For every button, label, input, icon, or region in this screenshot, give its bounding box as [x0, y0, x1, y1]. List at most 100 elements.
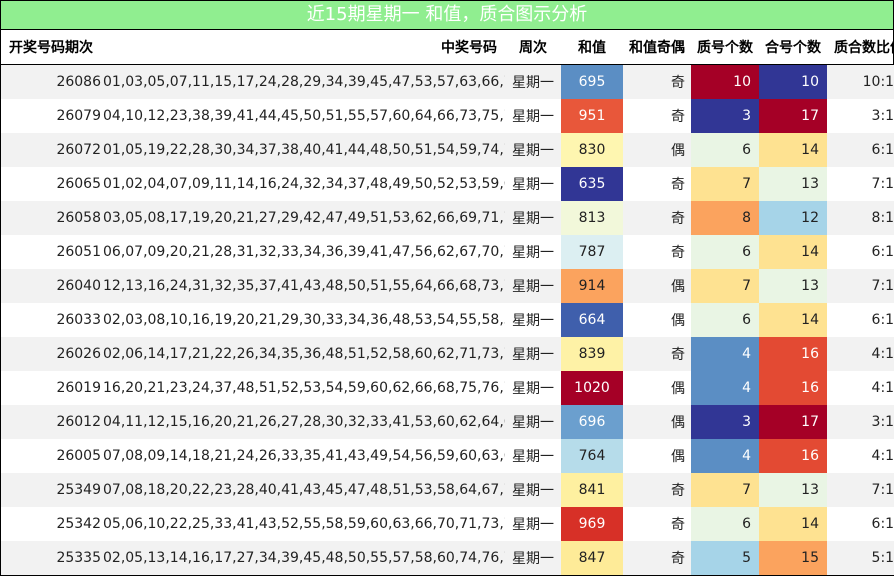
cell-period: 26072 [1, 133, 103, 167]
cell-ratio: 10:10 [827, 64, 894, 99]
cell-weekday: 星期一 [505, 167, 561, 201]
cell-prime-count: 3 [691, 99, 759, 133]
cell-weekday: 星期一 [505, 337, 561, 371]
cell-ratio: 6:14 [827, 507, 894, 541]
cell-weekday: 星期一 [505, 235, 561, 269]
cell-sum: 696 [561, 405, 623, 439]
table-row: 26026 02,06,14,17,21,22,26,34,35,36,48,51… [1, 337, 894, 371]
header-sum: 和值 [561, 30, 623, 65]
cell-sum-odd-even: 奇 [623, 541, 691, 575]
cell-sum-odd-even: 奇 [623, 99, 691, 133]
cell-prime-count: 7 [691, 269, 759, 303]
cell-weekday: 星期一 [505, 201, 561, 235]
cell-weekday: 星期一 [505, 133, 561, 167]
cell-ratio: 7:13 [827, 269, 894, 303]
cell-sum-odd-even: 偶 [623, 269, 691, 303]
header-numbers: 中奖号码 [103, 30, 505, 65]
cell-ratio: 8:12 [827, 201, 894, 235]
cell-composite-count: 14 [759, 235, 827, 269]
cell-ratio: 7:13 [827, 473, 894, 507]
cell-period: 26040 [1, 269, 103, 303]
table-row: 25335 02,05,13,14,16,17,27,34,39,45,48,50… [1, 541, 894, 575]
header-weekday: 周次 [505, 30, 561, 65]
cell-sum: 951 [561, 99, 623, 133]
table-row: 26033 02,03,08,10,16,19,20,21,29,30,33,34… [1, 303, 894, 337]
cell-weekday: 星期一 [505, 405, 561, 439]
cell-ratio: 7:13 [827, 167, 894, 201]
cell-composite-count: 13 [759, 473, 827, 507]
cell-prime-count: 4 [691, 439, 759, 473]
table-row: 26072 01,05,19,22,28,30,34,37,38,40,41,44… [1, 133, 894, 167]
cell-prime-count: 3 [691, 405, 759, 439]
cell-ratio: 4:16 [827, 439, 894, 473]
cell-sum-odd-even: 偶 [623, 405, 691, 439]
cell-sum-odd-even: 奇 [623, 235, 691, 269]
cell-ratio: 5:15 [827, 541, 894, 575]
cell-sum-odd-even: 偶 [623, 439, 691, 473]
cell-prime-count: 8 [691, 201, 759, 235]
cell-prime-count: 5 [691, 541, 759, 575]
cell-numbers: 04,11,12,15,16,20,21,26,27,28,30,32,33,4… [103, 405, 505, 439]
cell-weekday: 星期一 [505, 371, 561, 405]
cell-composite-count: 15 [759, 541, 827, 575]
cell-composite-count: 10 [759, 64, 827, 99]
cell-numbers: 07,08,18,20,22,23,28,40,41,43,45,47,48,5… [103, 473, 505, 507]
cell-sum-odd-even: 奇 [623, 167, 691, 201]
header-prime-count: 质号个数 [691, 30, 759, 65]
cell-numbers: 06,07,09,20,21,28,31,32,33,34,36,39,41,4… [103, 235, 505, 269]
cell-ratio: 6:14 [827, 133, 894, 167]
cell-composite-count: 13 [759, 167, 827, 201]
cell-ratio: 4:16 [827, 337, 894, 371]
cell-composite-count: 12 [759, 201, 827, 235]
cell-period: 26019 [1, 371, 103, 405]
cell-sum-odd-even: 偶 [623, 371, 691, 405]
cell-composite-count: 16 [759, 337, 827, 371]
header-row: 开奖号码期次 中奖号码 周次 和值 和值奇偶 质号个数 合号个数 质合数比值 [1, 30, 894, 65]
cell-sum: 787 [561, 235, 623, 269]
cell-weekday: 星期一 [505, 473, 561, 507]
cell-numbers: 01,03,05,07,11,15,17,24,28,29,34,39,45,4… [103, 64, 505, 99]
cell-period: 26065 [1, 167, 103, 201]
cell-period: 26079 [1, 99, 103, 133]
cell-sum-odd-even: 奇 [623, 201, 691, 235]
cell-period: 26026 [1, 337, 103, 371]
cell-sum: 695 [561, 64, 623, 99]
cell-sum: 664 [561, 303, 623, 337]
cell-composite-count: 14 [759, 507, 827, 541]
cell-period: 26005 [1, 439, 103, 473]
table-row: 26040 12,13,16,24,31,32,35,37,41,43,48,50… [1, 269, 894, 303]
table-row: 26086 01,03,05,07,11,15,17,24,28,29,34,39… [1, 64, 894, 99]
cell-sum-odd-even: 奇 [623, 337, 691, 371]
cell-ratio: 3:17 [827, 405, 894, 439]
cell-composite-count: 17 [759, 405, 827, 439]
table-row: 26051 06,07,09,20,21,28,31,32,33,34,36,39… [1, 235, 894, 269]
cell-numbers: 04,10,12,23,38,39,41,44,45,50,51,55,57,6… [103, 99, 505, 133]
cell-sum-odd-even: 偶 [623, 303, 691, 337]
cell-sum: 813 [561, 201, 623, 235]
cell-weekday: 星期一 [505, 507, 561, 541]
cell-numbers: 01,02,04,07,09,11,14,16,24,32,34,37,48,4… [103, 167, 505, 201]
cell-composite-count: 13 [759, 269, 827, 303]
table-header: 开奖号码期次 中奖号码 周次 和值 和值奇偶 质号个数 合号个数 质合数比值 [1, 30, 894, 65]
cell-ratio: 6:14 [827, 303, 894, 337]
cell-numbers: 12,13,16,24,31,32,35,37,41,43,48,50,51,5… [103, 269, 505, 303]
cell-sum-odd-even: 偶 [623, 133, 691, 167]
cell-prime-count: 6 [691, 235, 759, 269]
cell-weekday: 星期一 [505, 303, 561, 337]
cell-ratio: 4:16 [827, 371, 894, 405]
cell-numbers: 02,05,13,14,16,17,27,34,39,45,48,50,55,5… [103, 541, 505, 575]
cell-prime-count: 4 [691, 337, 759, 371]
cell-weekday: 星期一 [505, 64, 561, 99]
cell-sum-odd-even: 奇 [623, 64, 691, 99]
cell-sum: 847 [561, 541, 623, 575]
cell-period: 26033 [1, 303, 103, 337]
cell-period: 26051 [1, 235, 103, 269]
cell-sum: 830 [561, 133, 623, 167]
cell-weekday: 星期一 [505, 99, 561, 133]
header-period: 开奖号码期次 [1, 30, 103, 65]
cell-sum-odd-even: 奇 [623, 507, 691, 541]
cell-composite-count: 17 [759, 99, 827, 133]
cell-period: 26086 [1, 64, 103, 99]
table-row: 26019 16,20,21,23,24,37,48,51,52,53,54,59… [1, 371, 894, 405]
cell-sum: 635 [561, 167, 623, 201]
